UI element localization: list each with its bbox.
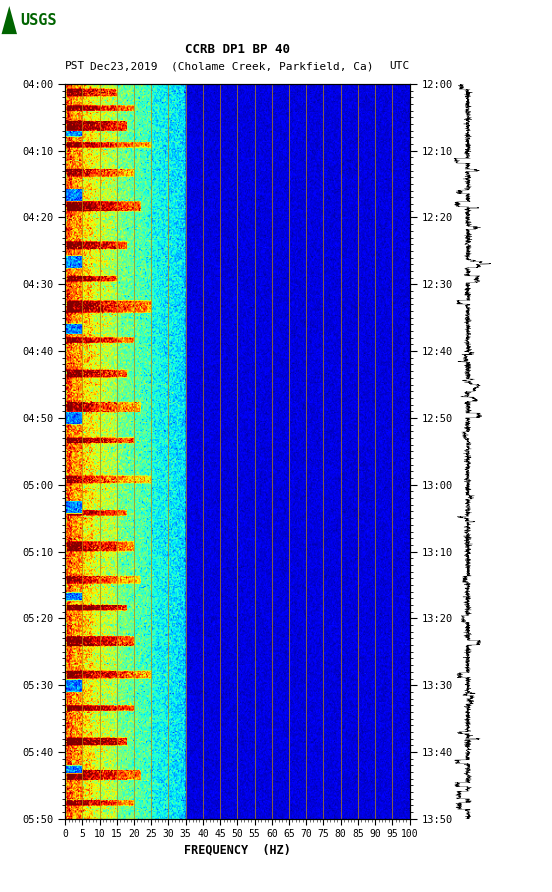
Text: CCRB DP1 BP 40: CCRB DP1 BP 40 xyxy=(185,43,290,55)
Text: Dec23,2019  (Cholame Creek, Parkfield, Ca): Dec23,2019 (Cholame Creek, Parkfield, Ca… xyxy=(90,61,374,71)
X-axis label: FREQUENCY  (HZ): FREQUENCY (HZ) xyxy=(184,844,291,856)
Text: UTC: UTC xyxy=(389,61,410,71)
Text: PST: PST xyxy=(65,61,86,71)
Polygon shape xyxy=(2,6,17,34)
Text: USGS: USGS xyxy=(20,12,57,28)
